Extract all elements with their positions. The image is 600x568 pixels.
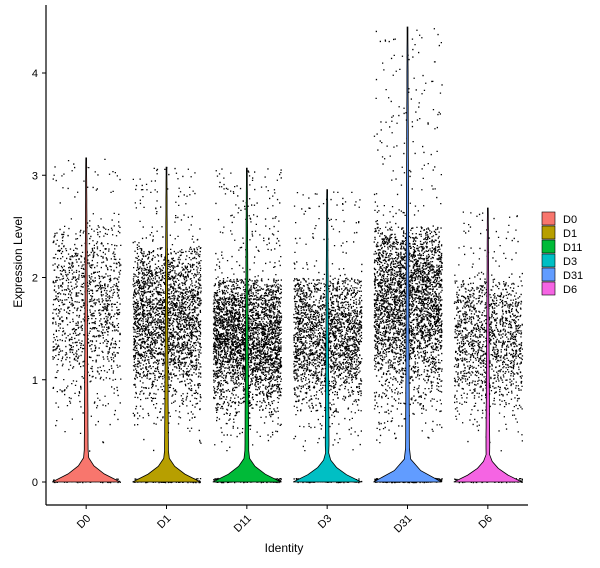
legend-label-d31: D31	[563, 270, 583, 282]
y-tick-label: 1	[32, 375, 38, 387]
x-tick-label: D11	[232, 513, 254, 535]
legend-label-d11: D11	[563, 242, 582, 254]
x-axis-ticks: D0 D1 D11 D3 D31 D6	[75, 505, 495, 535]
legend-key-d31	[541, 267, 556, 282]
y-tick-label: 2	[32, 273, 38, 285]
legend-label-d0: D0	[563, 214, 577, 226]
y-axis-title: Expression Level	[11, 216, 25, 307]
legend-key-d0	[541, 211, 556, 226]
y-axis-ticks: 0 1 2 3 4	[32, 68, 46, 489]
y-tick-label: 4	[32, 68, 38, 80]
violin-d0	[52, 157, 121, 483]
legend-key-d6	[541, 281, 556, 296]
violin-d31	[373, 26, 442, 483]
x-tick-label: D6	[477, 513, 495, 531]
violin-d1	[132, 166, 201, 483]
legend-key-d11	[541, 239, 556, 254]
jitter-points	[52, 28, 524, 484]
x-axis-title: Identity	[265, 541, 304, 555]
violin-d6	[453, 207, 522, 483]
legend: D0 D1 D11 D3 D31 D6	[541, 211, 583, 296]
y-tick-label: 3	[32, 170, 38, 182]
y-tick-label: 0	[32, 477, 38, 489]
x-tick-label: D1	[155, 513, 173, 531]
legend-key-d1	[541, 225, 556, 240]
legend-key-d3	[541, 253, 556, 268]
legend-label-d6: D6	[563, 284, 577, 296]
x-tick-label: D3	[316, 513, 334, 531]
violin-d3	[293, 189, 362, 483]
legend-label-d3: D3	[563, 256, 577, 268]
violin-d11	[212, 167, 281, 483]
violins	[52, 26, 522, 483]
x-tick-label: D31	[392, 513, 415, 536]
jitter-points-d1	[132, 167, 202, 484]
legend-label-d1: D1	[563, 228, 577, 240]
x-tick-label: D0	[75, 513, 93, 531]
